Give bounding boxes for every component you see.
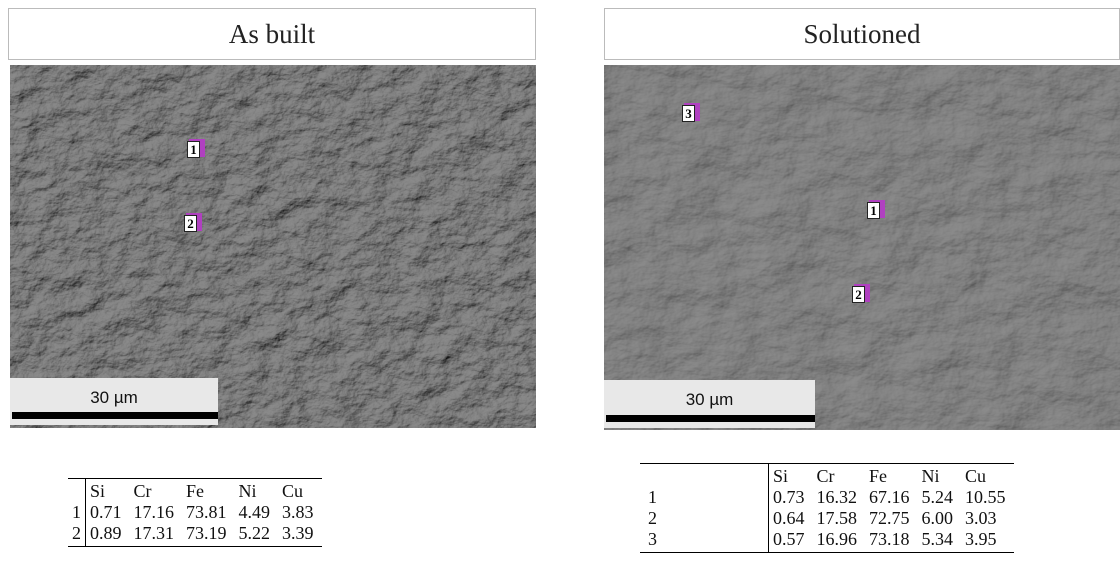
table-cell [68, 479, 86, 503]
table-cell: 0.71 [86, 502, 130, 523]
table-cell: 2 [68, 523, 86, 547]
sem-texture [10, 65, 536, 428]
table-cell: 0.73 [769, 487, 813, 508]
marker: 3 [682, 105, 695, 122]
panel-title: Solutioned [604, 8, 1120, 60]
scale-bar-label: 30 µm [10, 388, 218, 408]
table-header-cell: Cu [278, 479, 322, 503]
scale-bar-rule [12, 412, 218, 419]
table-header-cell: Fe [182, 479, 235, 503]
table-cell: 10.55 [961, 487, 1014, 508]
table-cell: 5.24 [918, 487, 962, 508]
table-cell: 3 [640, 529, 769, 553]
table-header-cell: Cu [961, 464, 1014, 488]
table-cell: 73.18 [865, 529, 918, 553]
table-cell: 17.31 [130, 523, 183, 547]
marker: 2 [852, 286, 865, 303]
table-header-cell: Si [86, 479, 130, 503]
table-cell: 17.16 [130, 502, 183, 523]
sem-image [10, 65, 536, 428]
table-cell: 67.16 [865, 487, 918, 508]
table-cell: 5.34 [918, 529, 962, 553]
table-cell: 72.75 [865, 508, 918, 529]
marker: 1 [187, 141, 200, 158]
table-cell: 3.95 [961, 529, 1014, 553]
table-cell: 16.32 [813, 487, 866, 508]
table-cell: 3.39 [278, 523, 322, 547]
table-cell: 0.89 [86, 523, 130, 547]
table-cell: 73.81 [182, 502, 235, 523]
panel-title: As built [8, 8, 536, 60]
table-header-cell: Cr [130, 479, 183, 503]
scale-bar: 30 µm [10, 378, 218, 425]
table-cell: 16.96 [813, 529, 866, 553]
scale-bar-label: 30 µm [604, 390, 815, 410]
scale-bar-rule [606, 415, 815, 422]
table-cell: 1 [68, 502, 86, 523]
table-header-cell: Cr [813, 464, 866, 488]
table-header-cell: Si [769, 464, 813, 488]
table-header-cell: Ni [235, 479, 279, 503]
table-cell [640, 464, 769, 488]
table-cell: 4.49 [235, 502, 279, 523]
table-cell: 3.83 [278, 502, 322, 523]
table-cell: 5.22 [235, 523, 279, 547]
table-cell: 73.19 [182, 523, 235, 547]
figure: {"panels": [ {"title": "As built", "mark… [0, 0, 1120, 569]
table-cell: 1 [640, 487, 769, 508]
table-cell: 0.64 [769, 508, 813, 529]
table-cell: 3.03 [961, 508, 1014, 529]
table-cell: 0.57 [769, 529, 813, 553]
marker: 1 [867, 202, 880, 219]
table-header-cell: Fe [865, 464, 918, 488]
table-cell: 17.58 [813, 508, 866, 529]
scale-bar: 30 µm [604, 380, 815, 428]
marker: 2 [184, 215, 197, 232]
table-cell: 2 [640, 508, 769, 529]
table-header-cell: Ni [918, 464, 962, 488]
table-cell: 6.00 [918, 508, 962, 529]
